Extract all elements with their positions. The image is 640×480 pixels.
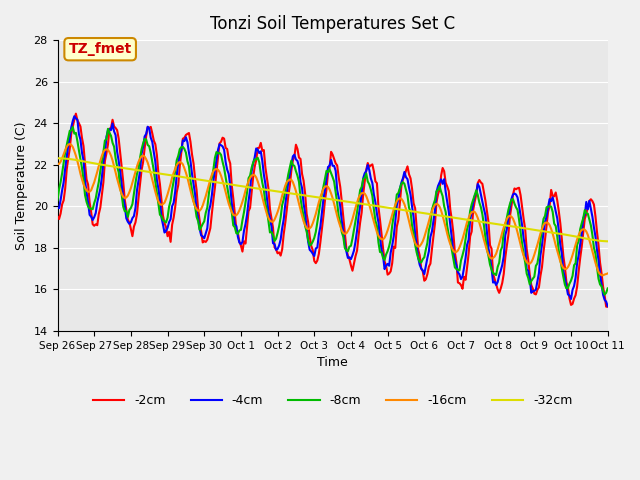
- Line: -16cm: -16cm: [58, 144, 608, 276]
- -32cm: [367, 202, 374, 208]
- -2cm: [369, 161, 376, 167]
- -4cm: [69, 118, 77, 124]
- -16cm: [369, 213, 376, 219]
- -16cm: [387, 217, 394, 223]
- -16cm: [538, 226, 546, 232]
- -4cm: [70, 113, 78, 119]
- -4cm: [604, 303, 612, 309]
- -4cm: [399, 176, 407, 181]
- Title: Tonzi Soil Temperatures Set C: Tonzi Soil Temperatures Set C: [210, 15, 455, 33]
- -32cm: [385, 205, 393, 211]
- Y-axis label: Soil Temperature (C): Soil Temperature (C): [15, 121, 28, 250]
- -8cm: [69, 124, 77, 130]
- -4cm: [387, 250, 394, 255]
- -16cm: [599, 273, 607, 278]
- -16cm: [399, 198, 407, 204]
- X-axis label: Time: Time: [317, 356, 348, 369]
- -4cm: [538, 242, 546, 248]
- -8cm: [369, 193, 376, 199]
- -16cm: [604, 271, 612, 276]
- -16cm: [157, 202, 165, 208]
- -2cm: [72, 111, 80, 117]
- -8cm: [70, 131, 78, 137]
- -2cm: [157, 197, 165, 203]
- -32cm: [54, 156, 61, 161]
- -2cm: [387, 268, 394, 274]
- -16cm: [70, 148, 78, 154]
- -32cm: [69, 156, 77, 162]
- -32cm: [536, 228, 544, 234]
- -2cm: [54, 214, 61, 219]
- -2cm: [604, 304, 612, 310]
- -4cm: [157, 215, 165, 220]
- -4cm: [369, 180, 376, 186]
- -8cm: [538, 227, 546, 232]
- Legend: -2cm, -4cm, -8cm, -16cm, -32cm: -2cm, -4cm, -8cm, -16cm, -32cm: [88, 389, 577, 412]
- -8cm: [54, 197, 61, 203]
- -8cm: [601, 292, 609, 298]
- -4cm: [54, 205, 61, 211]
- -2cm: [538, 264, 546, 270]
- Line: -4cm: -4cm: [58, 116, 608, 306]
- -2cm: [399, 176, 407, 182]
- -8cm: [399, 179, 407, 185]
- -8cm: [387, 237, 394, 242]
- -32cm: [604, 239, 612, 244]
- -2cm: [69, 124, 77, 130]
- Line: -32cm: -32cm: [58, 158, 608, 241]
- -16cm: [66, 141, 74, 147]
- -32cm: [397, 207, 405, 213]
- -8cm: [604, 286, 612, 291]
- Line: -2cm: -2cm: [58, 114, 608, 307]
- -32cm: [156, 171, 164, 177]
- Text: TZ_fmet: TZ_fmet: [68, 42, 132, 56]
- -8cm: [157, 214, 165, 219]
- -16cm: [54, 161, 61, 167]
- Line: -8cm: -8cm: [58, 127, 608, 295]
